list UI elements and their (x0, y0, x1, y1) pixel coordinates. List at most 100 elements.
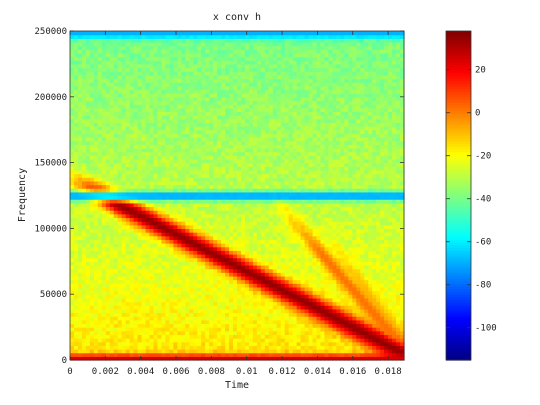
heatmap-cell (129, 217, 135, 222)
heatmap-cell (272, 253, 278, 259)
heatmap-cell (85, 63, 91, 69)
heatmap-cell (113, 85, 119, 91)
heatmap-cell (221, 243, 226, 248)
heatmap-cell (97, 177, 103, 182)
heatmap-cell (177, 327, 182, 332)
heatmap-cell (89, 52, 95, 58)
heatmap-cell (213, 85, 218, 91)
heatmap-cell (145, 45, 151, 50)
heatmap-cell (109, 166, 115, 171)
heatmap-cell (205, 305, 210, 310)
heatmap-cell (189, 184, 194, 189)
heatmap-cell (97, 74, 103, 80)
heatmap-cell (185, 239, 190, 244)
heatmap-cell (117, 56, 123, 61)
heatmap-cell (101, 195, 107, 200)
heatmap-cell (240, 107, 246, 113)
heatmap-cell (221, 250, 226, 255)
heatmap-cell (268, 74, 274, 80)
heatmap-cell (129, 52, 135, 58)
heatmap-cell (89, 100, 95, 105)
heatmap-cell (85, 257, 91, 262)
heatmap-cell (280, 246, 286, 251)
heatmap-cell (264, 341, 270, 346)
heatmap-cell (133, 323, 139, 328)
heatmap-cell (133, 341, 139, 346)
heatmap-cell (97, 305, 103, 310)
heatmap-cell (117, 31, 123, 36)
heatmap-cell (89, 147, 95, 153)
heatmap-cell (125, 45, 131, 50)
heatmap-cell (141, 85, 147, 91)
heatmap-cell (193, 246, 198, 251)
heatmap-cell (276, 294, 282, 299)
heatmap-cell (237, 41, 242, 47)
heatmap-cell (280, 338, 286, 343)
heatmap-cell (205, 239, 210, 244)
heatmap-cell (149, 140, 155, 145)
heatmap-cell (185, 275, 190, 281)
heatmap-cell (121, 275, 127, 281)
heatmap-cell (233, 166, 238, 171)
heatmap-cell (129, 316, 135, 321)
heatmap-cell (240, 173, 246, 178)
heatmap-cell (284, 188, 290, 193)
heatmap-cell (161, 341, 167, 346)
heatmap-cell (197, 308, 202, 314)
heatmap-cell (272, 308, 278, 314)
heatmap-cell (173, 308, 178, 314)
heatmap-cell (105, 115, 111, 120)
heatmap-cell (205, 191, 210, 197)
heatmap-cell (149, 147, 155, 153)
heatmap-cell (284, 74, 290, 80)
heatmap-cell (109, 264, 115, 270)
heatmap-cell (260, 341, 266, 346)
heatmap-cell (121, 338, 127, 343)
heatmap-cell (97, 221, 103, 226)
heatmap-cell (237, 199, 242, 204)
heatmap-cell (157, 82, 163, 87)
heatmap-cell (85, 210, 91, 215)
heatmap-cell (197, 345, 202, 350)
heatmap-cell (97, 349, 103, 354)
heatmap-cell (145, 272, 151, 277)
heatmap-cell (93, 268, 99, 273)
heatmap-cell (149, 352, 155, 357)
heatmap-cell (268, 184, 274, 189)
heatmap-cell (189, 155, 194, 160)
heatmap-cell (165, 206, 171, 211)
heatmap-cell (288, 228, 294, 233)
heatmap-cell (201, 210, 206, 215)
heatmap-cell (153, 104, 159, 109)
heatmap-cell (225, 71, 230, 76)
heatmap-cell (233, 140, 238, 145)
heatmap-cell (240, 85, 246, 91)
heatmap-cell (133, 221, 139, 226)
heatmap-cell (197, 93, 202, 98)
heatmap-cell (85, 275, 91, 281)
heatmap-cell (260, 261, 266, 266)
heatmap-cell (229, 155, 234, 160)
heatmap-cell (252, 246, 258, 251)
heatmap-cell (189, 305, 194, 310)
heatmap-cell (284, 338, 290, 343)
heatmap-cell (284, 126, 290, 131)
heatmap-cell (73, 122, 79, 127)
heatmap-cell (165, 96, 171, 102)
heatmap-cell (129, 93, 135, 98)
heatmap-cell (185, 56, 190, 61)
heatmap-cell (85, 137, 91, 142)
heatmap-cell (288, 206, 294, 211)
heatmap-cell (153, 162, 159, 167)
heatmap-cell (280, 239, 286, 244)
heatmap-cell (173, 67, 178, 72)
heatmap-cell (169, 217, 174, 222)
heatmap-cell (256, 275, 262, 281)
heatmap-cell (117, 96, 123, 102)
heatmap-cell (276, 206, 282, 211)
heatmap-cell (221, 272, 226, 277)
heatmap-cell (169, 52, 174, 58)
heatmap-cell (193, 67, 198, 72)
heatmap-cell (264, 82, 270, 87)
heatmap-cell (101, 323, 107, 328)
